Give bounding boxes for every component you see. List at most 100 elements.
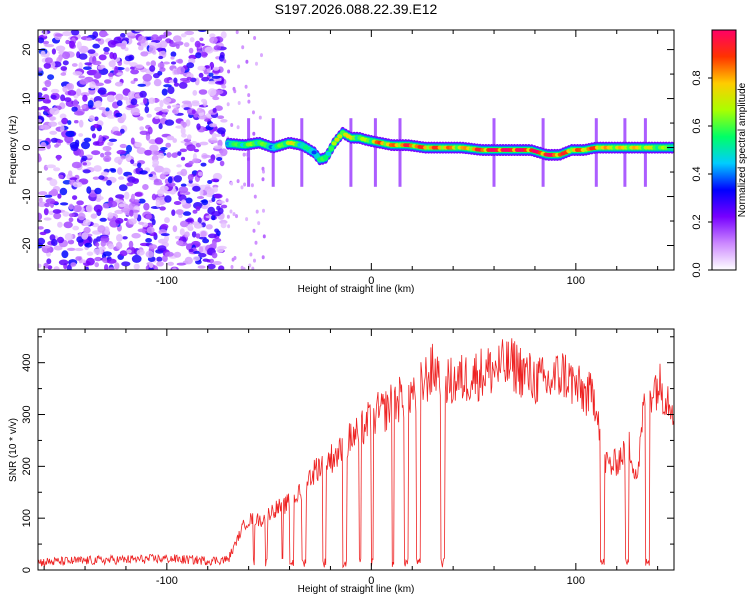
noise-blob <box>153 78 162 87</box>
noise-blob <box>100 152 105 158</box>
noise-blob <box>89 81 96 90</box>
noise-blob <box>161 108 169 113</box>
noise-blob <box>116 234 123 242</box>
noise-blob <box>85 204 93 213</box>
speckle-blob <box>261 166 265 171</box>
noise-blob <box>116 72 124 76</box>
noise-blob <box>85 37 93 42</box>
noise-blob <box>160 223 169 230</box>
noise-blob <box>180 183 187 187</box>
spectrogram-y-ticks: 20 10 0 -10 -20 <box>21 43 674 271</box>
noise-blob <box>48 121 58 127</box>
noise-blob <box>195 233 201 239</box>
speckle-blob <box>251 266 255 270</box>
speckle-blob <box>257 221 261 226</box>
noise-blob <box>175 209 184 215</box>
noise-blob <box>208 258 215 264</box>
noise-blob <box>176 67 181 75</box>
noise-blob <box>92 141 100 146</box>
noise-blob <box>220 222 227 229</box>
noise-blob <box>207 88 217 96</box>
noise-blob <box>152 159 160 166</box>
noise-blob <box>152 265 159 270</box>
noise-blob <box>130 66 135 70</box>
noise-blob <box>69 177 78 181</box>
noise-blob <box>137 83 146 87</box>
noise-blob <box>208 233 217 239</box>
noise-blob <box>216 157 223 161</box>
noise-blob <box>38 111 42 117</box>
noise-blob <box>102 251 112 257</box>
speckle-blob <box>262 208 265 213</box>
noise-blob <box>50 94 57 100</box>
noise-blob <box>97 65 104 70</box>
noise-blob <box>126 104 136 109</box>
noise-blob <box>145 214 152 220</box>
x-tick-label: 100 <box>567 575 585 587</box>
noise-blob <box>58 259 69 266</box>
noise-blob <box>100 240 107 247</box>
noise-blob <box>133 78 138 82</box>
noise-blob <box>195 52 202 59</box>
noise-blob <box>47 265 53 270</box>
noise-blob <box>183 42 190 48</box>
noise-blob <box>87 100 94 108</box>
noise-blob <box>157 152 165 159</box>
noise-blob <box>163 84 172 88</box>
noise-blob <box>194 40 201 48</box>
noise-blob <box>215 80 224 85</box>
noise-blob <box>192 158 201 164</box>
noise-blob <box>159 40 168 49</box>
spike-streak <box>247 118 251 187</box>
noise-blob <box>148 45 156 54</box>
noise-blob <box>173 82 180 87</box>
noise-blob <box>93 248 103 255</box>
colorbar-label: Normalized spectral amplitude <box>737 82 748 217</box>
speckle-blob <box>235 214 238 219</box>
noise-blob <box>77 212 86 221</box>
noise-blob <box>188 47 194 54</box>
noise-blob <box>197 171 203 177</box>
noise-blob <box>196 107 203 115</box>
noise-blob <box>98 107 107 111</box>
noise-blob <box>143 202 150 211</box>
x-tick-label: -100 <box>156 575 178 587</box>
noise-blob <box>167 176 173 184</box>
noise-blob <box>126 182 134 187</box>
noise-blob <box>98 54 107 61</box>
noise-blob <box>121 261 131 267</box>
noise-blob <box>62 51 71 60</box>
spike-streak <box>398 118 402 187</box>
speckle-blob <box>250 183 254 188</box>
noise-blob <box>204 46 214 54</box>
y-tick-label: 0 <box>21 567 33 573</box>
noise-blob <box>181 133 187 138</box>
ridge-core <box>331 141 337 146</box>
noise-blob <box>84 266 89 270</box>
noise-blob <box>159 67 166 72</box>
noise-blob <box>117 61 123 66</box>
noise-blob <box>38 197 43 203</box>
noise-blob <box>187 134 192 140</box>
noise-blob <box>219 160 225 167</box>
noise-blob <box>181 199 187 205</box>
noise-blob <box>167 182 176 187</box>
noise-blob <box>181 100 192 105</box>
noise-blob <box>38 212 43 221</box>
noise-blob <box>41 245 51 249</box>
noise-blob <box>62 180 72 185</box>
noise-blob <box>125 67 130 72</box>
noise-blob <box>191 101 200 107</box>
noise-blob <box>44 44 55 48</box>
noise-blob <box>103 46 110 53</box>
noise-blob <box>208 140 218 144</box>
speckle-blob <box>240 185 244 190</box>
noise-blob <box>104 79 112 84</box>
noise-blob <box>86 186 92 194</box>
noise-blob <box>172 267 177 270</box>
speckle-blob <box>254 240 258 245</box>
noise-blob <box>119 250 128 257</box>
noise-blob <box>221 84 227 89</box>
noise-blob <box>81 141 90 150</box>
noise-blob <box>219 148 228 157</box>
